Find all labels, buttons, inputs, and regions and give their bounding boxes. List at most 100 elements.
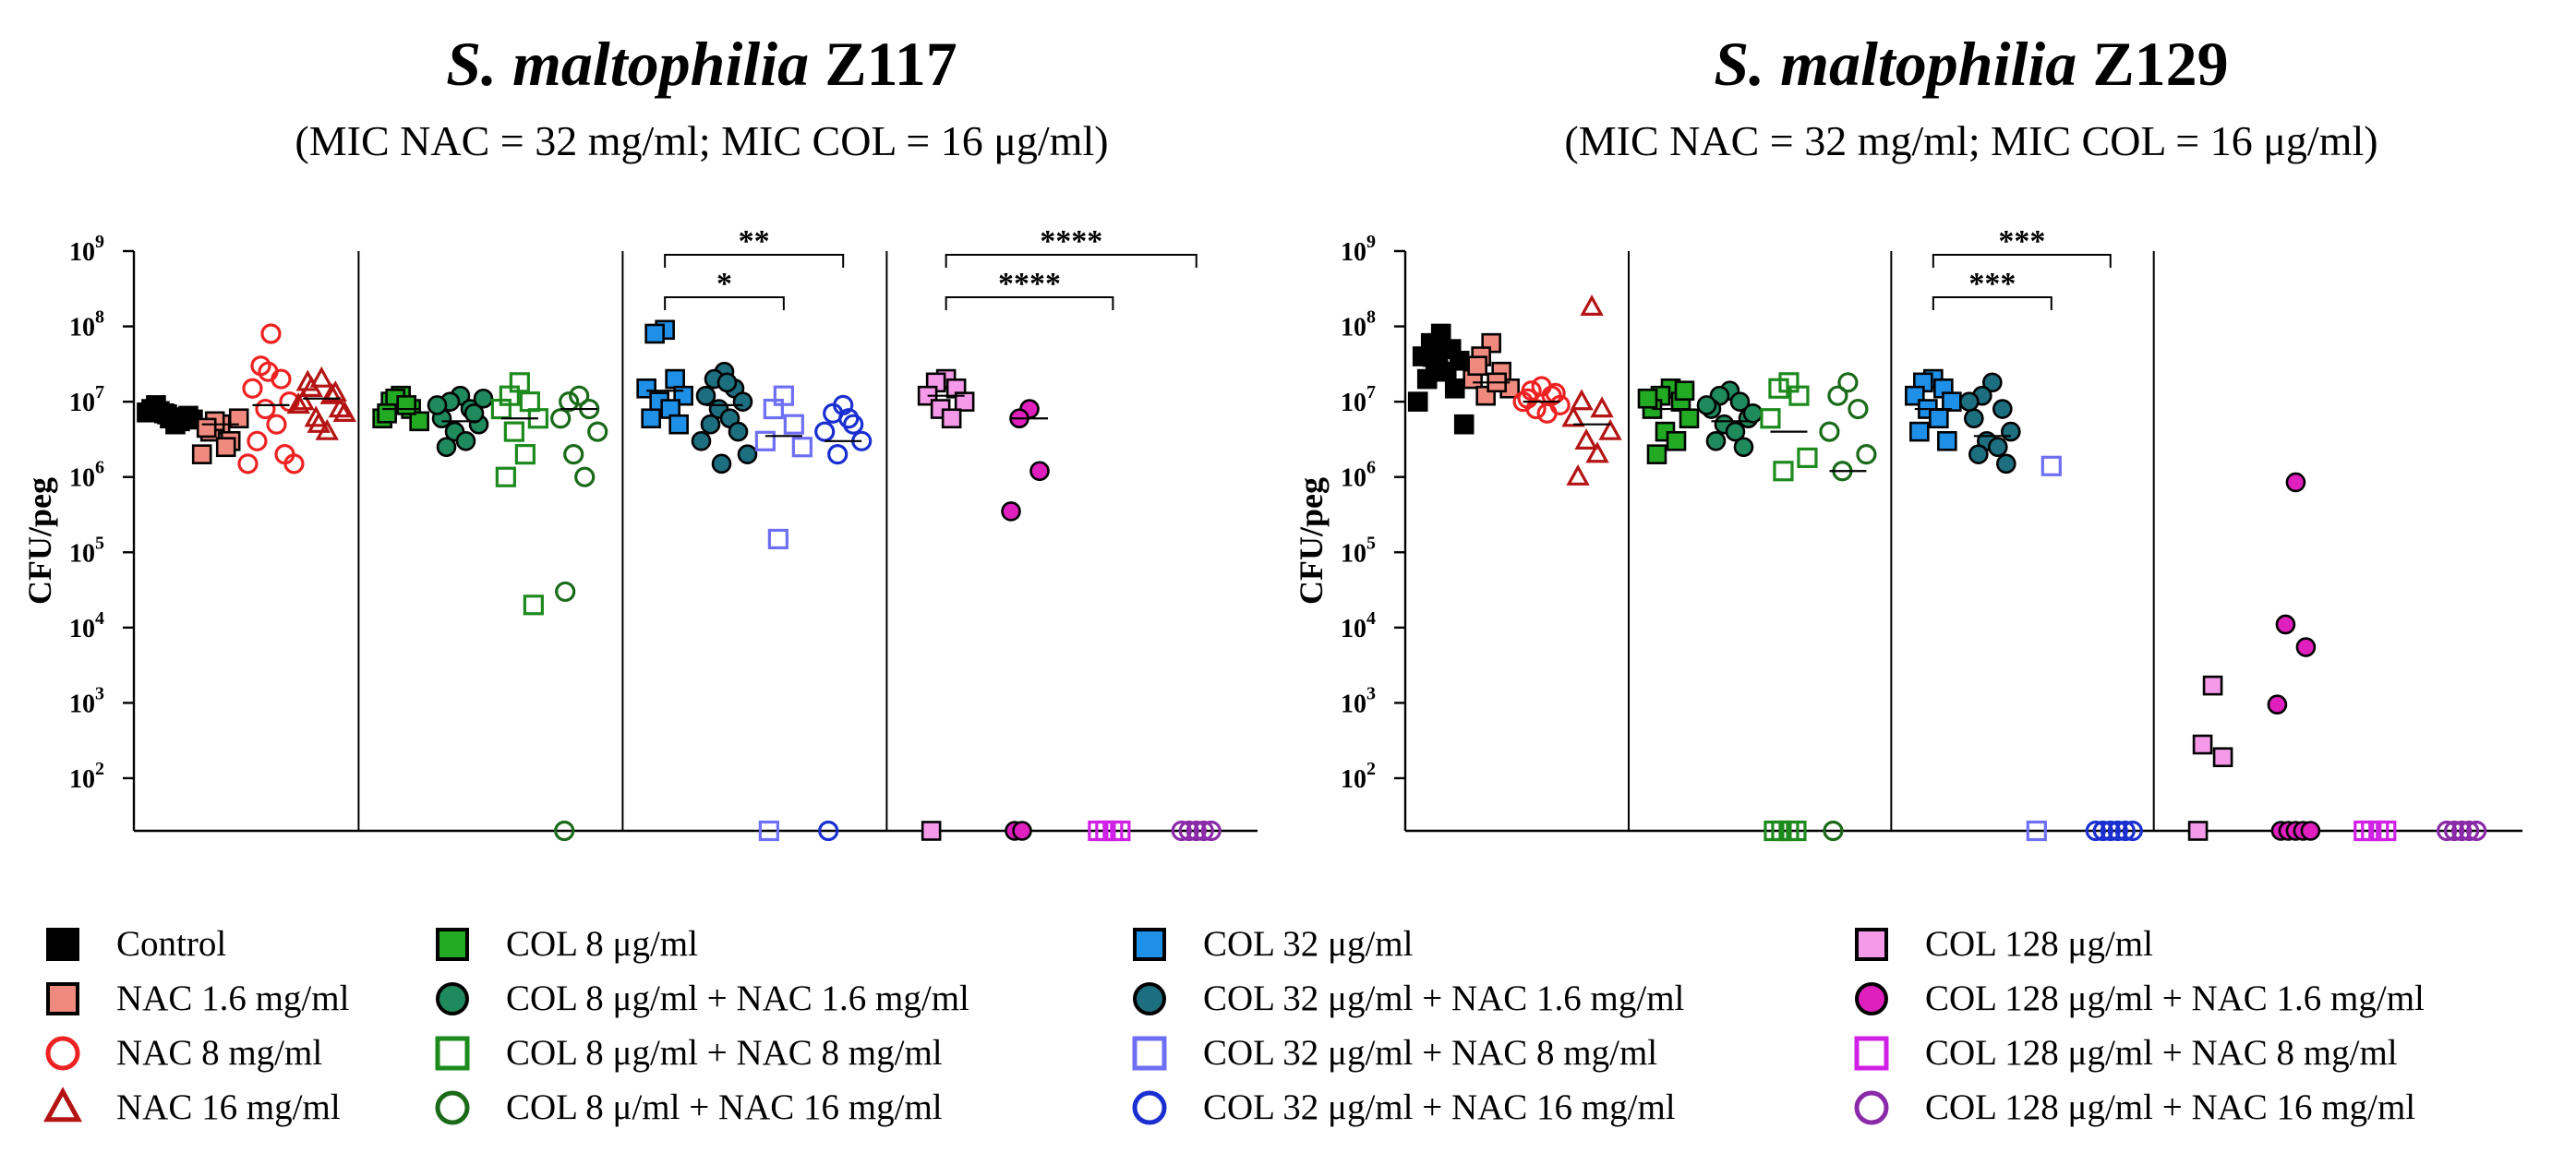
data-point	[954, 391, 975, 412]
data-point	[377, 402, 397, 424]
legend-label: COL 32 μg/ml + NAC 16 mg/ml	[1203, 1087, 1676, 1127]
data-point	[1827, 385, 1848, 406]
data-point	[921, 821, 942, 841]
panel-1-title-strain: Z117	[825, 29, 957, 99]
data-point	[1646, 444, 1667, 464]
y-axis-label: CFU/peg	[1293, 477, 1330, 605]
data-point	[1561, 405, 1585, 427]
y-tick-label: 105	[1341, 533, 1376, 568]
panel-2-title: S. maltophilia Z129	[1714, 29, 2228, 99]
legend-label: COL 128 μg/ml + NAC 16 mg/ml	[1925, 1087, 2415, 1127]
data-point	[237, 453, 259, 474]
legend-label: COL 8 μ/ml + NAC 16 mg/ml	[506, 1087, 943, 1127]
data-point	[1988, 437, 2008, 458]
data-point	[700, 414, 721, 435]
data-point	[1733, 437, 1754, 458]
data-point	[827, 444, 849, 465]
y-tick-label: 109	[1341, 232, 1376, 267]
panel-2-plot: 102 103 104 105 106 107 108 109 CFU/peg *** ***	[1293, 224, 2522, 842]
data-point	[309, 366, 333, 388]
data-point	[2026, 820, 2047, 842]
data-point	[2437, 820, 2458, 842]
legend: Control NAC 1.6 mg/ml NAC 8 mg/ml NAC 16 mg…	[42, 924, 2425, 1127]
legend-marker	[1854, 1090, 1889, 1125]
legend-label: COL 32 μg/ml + NAC 8 mg/ml	[1203, 1033, 1657, 1073]
data-point	[1590, 396, 1614, 418]
data-point	[247, 430, 268, 451]
legend-label: COL 128 μg/ml	[1925, 924, 2153, 964]
data-point	[791, 437, 813, 458]
data-point	[1679, 408, 1700, 429]
legend-label: NAC 16 mg/ml	[116, 1087, 341, 1127]
data-point	[1570, 389, 1594, 411]
legend-item: COL 32 μg/ml	[1133, 924, 1414, 964]
data-point	[1760, 408, 1781, 429]
data-point	[286, 392, 310, 414]
data-point	[473, 388, 494, 409]
data-point	[668, 414, 689, 435]
data-point	[843, 414, 864, 435]
data-point	[763, 398, 784, 420]
data-point	[191, 444, 212, 464]
data-point	[319, 382, 343, 404]
data-point	[1909, 421, 1930, 442]
data-point	[157, 404, 177, 425]
y-axis-label: CFU/peg	[21, 477, 58, 605]
data-point	[1968, 444, 1989, 464]
y-tick-label: 103	[69, 683, 104, 718]
data-point	[716, 372, 738, 393]
data-point	[1797, 447, 1818, 468]
data-point	[1186, 820, 1207, 842]
legend-label: NAC 1.6 mg/ml	[116, 979, 350, 1018]
y-tick-label: 102	[1341, 759, 1376, 794]
data-point	[754, 430, 776, 451]
legend-marker	[1133, 982, 1166, 1015]
data-point	[2451, 820, 2473, 842]
data-point	[1666, 430, 1687, 451]
significance-label: **	[739, 224, 770, 258]
data-point	[1959, 391, 1980, 412]
data-point	[1786, 820, 1807, 842]
data-point	[1029, 461, 1050, 482]
data-point	[2114, 820, 2136, 842]
data-point	[436, 437, 457, 458]
data-point	[1848, 398, 1869, 420]
legend-item: NAC 1.6 mg/ml	[46, 979, 350, 1018]
data-point	[242, 378, 263, 399]
data-point	[196, 417, 217, 438]
data-point	[814, 421, 836, 442]
panel-2-subtitle: (MIC NAC = 32 mg/ml; MIC COL = 16 μg/ml)	[1564, 117, 2377, 164]
data-point	[2376, 820, 2397, 842]
data-point	[255, 398, 276, 420]
data-point	[2092, 820, 2113, 842]
panel-1-title: S. maltophilia Z117	[446, 29, 957, 99]
y-tick-label: 107	[69, 382, 104, 417]
data-point	[1964, 408, 1984, 429]
panel-1-title-species: S. maltophilia	[446, 29, 809, 99]
data-point	[1598, 418, 1622, 440]
data-point	[1585, 441, 1609, 463]
data-point	[838, 408, 860, 429]
data-point	[2100, 820, 2121, 842]
data-point	[1819, 421, 1840, 442]
data-point	[691, 430, 712, 451]
data-point	[1566, 463, 1590, 486]
legend-item: COL 32 μg/ml + NAC 1.6 mg/ml	[1133, 979, 1685, 1018]
data-point	[495, 466, 516, 487]
data-point	[1856, 444, 1877, 465]
panel-1-subtitle: (MIC NAC = 32 mg/ml; MIC COL = 16 μg/ml)	[295, 117, 1108, 164]
data-point	[490, 398, 512, 420]
data-point	[941, 408, 962, 429]
data-point	[2085, 820, 2106, 842]
panel-1-plot: 102103104105106107108109CFU/peg*********…	[21, 224, 1258, 842]
y-tick-label: 103	[1341, 683, 1376, 718]
data-point	[554, 820, 575, 842]
legend-item: COL 8 μg/ml + NAC 8 mg/ml	[435, 1033, 943, 1073]
data-point	[1536, 402, 1558, 424]
data-point	[559, 391, 580, 413]
significance-bracket	[945, 254, 1198, 268]
data-point	[2212, 747, 2233, 768]
data-point	[427, 395, 448, 415]
y-tick-label: 108	[1341, 307, 1376, 342]
data-point	[818, 820, 839, 842]
